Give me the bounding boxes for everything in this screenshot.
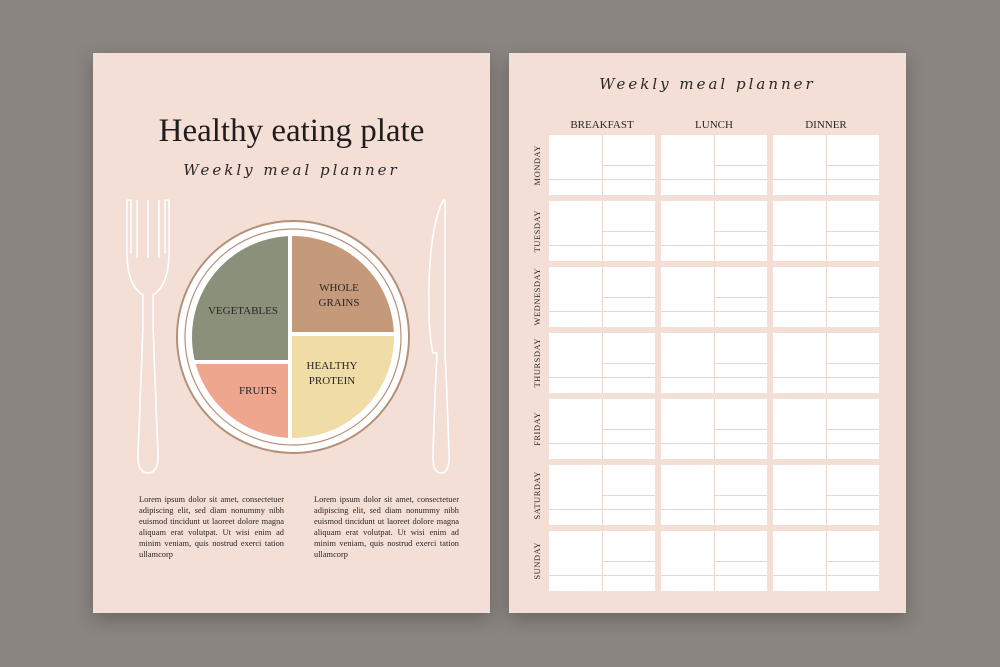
page-title: Healthy eating plate xyxy=(158,113,425,149)
cell-divider xyxy=(602,495,655,496)
cell-divider xyxy=(549,575,655,576)
cell-divider xyxy=(714,495,767,496)
healthy-plate-page: Healthy eating plate Weekly meal planner… xyxy=(93,53,490,613)
cell-divider xyxy=(549,377,655,378)
day-label-sunday: SUNDAY xyxy=(527,531,547,591)
cell-divider xyxy=(714,429,767,430)
meal-cell-thursday-dinner[interactable] xyxy=(773,333,879,393)
cell-divider xyxy=(661,179,767,180)
meal-cell-saturday-breakfast[interactable] xyxy=(549,465,655,525)
cell-divider xyxy=(602,165,655,166)
meal-cell-monday-breakfast[interactable] xyxy=(549,135,655,195)
cell-divider xyxy=(773,245,879,246)
meal-cell-tuesday-lunch[interactable] xyxy=(661,201,767,261)
meal-cell-tuesday-dinner[interactable] xyxy=(773,201,879,261)
meal-cell-thursday-lunch[interactable] xyxy=(661,333,767,393)
body-text-right: Lorem ipsum dolor sit amet, consectetuer… xyxy=(314,495,459,559)
meal-cell-thursday-breakfast[interactable] xyxy=(549,333,655,393)
vegetables-section xyxy=(192,236,288,360)
day-label-text: THURSDAY xyxy=(532,338,542,388)
day-label-saturday: SATURDAY xyxy=(527,465,547,525)
meal-cell-saturday-lunch[interactable] xyxy=(661,465,767,525)
day-label-text: SUNDAY xyxy=(532,542,542,580)
cell-divider xyxy=(826,495,879,496)
cell-divider xyxy=(602,297,655,298)
cell-divider xyxy=(661,245,767,246)
meal-cell-friday-breakfast[interactable] xyxy=(549,399,655,459)
meal-cell-saturday-dinner[interactable] xyxy=(773,465,879,525)
cell-divider xyxy=(661,377,767,378)
day-label-text: MONDAY xyxy=(532,144,542,186)
page-subtitle: Weekly meal planner xyxy=(183,161,400,179)
cell-divider xyxy=(714,165,767,166)
meal-cell-wednesday-lunch[interactable] xyxy=(661,267,767,327)
day-label-wednesday: WEDNESDAY xyxy=(527,267,547,327)
column-header-dinner: DINNER xyxy=(805,119,847,131)
meal-cell-sunday-dinner[interactable] xyxy=(773,531,879,591)
cell-divider xyxy=(549,443,655,444)
meal-cell-sunday-lunch[interactable] xyxy=(661,531,767,591)
protein-label-line2: PROTEIN xyxy=(308,375,356,387)
cell-divider xyxy=(773,575,879,576)
cell-divider xyxy=(773,311,879,312)
day-label-text: FRIDAY xyxy=(532,412,542,446)
meal-cell-tuesday-breakfast[interactable] xyxy=(549,201,655,261)
cell-divider xyxy=(661,575,767,576)
day-label-thursday: THURSDAY xyxy=(527,333,547,393)
cell-divider xyxy=(714,297,767,298)
cell-divider xyxy=(773,509,879,510)
protein-label-line1: HEALTHY xyxy=(306,360,358,372)
grains-label: WHOLE GRAINS xyxy=(299,281,379,311)
meal-cell-wednesday-breakfast[interactable] xyxy=(549,267,655,327)
cell-divider xyxy=(549,179,655,180)
body-text-left: Lorem ipsum dolor sit amet, consectetuer… xyxy=(139,495,284,559)
grains-label-line1: WHOLE xyxy=(319,282,359,294)
cell-divider xyxy=(773,377,879,378)
fork-icon xyxy=(126,199,170,474)
cell-divider xyxy=(549,311,655,312)
meal-cell-friday-dinner[interactable] xyxy=(773,399,879,459)
day-label-monday: MONDAY xyxy=(527,135,547,195)
cell-divider xyxy=(549,509,655,510)
day-label-text: SATURDAY xyxy=(532,470,542,520)
cell-divider xyxy=(714,231,767,232)
column-header-breakfast: BREAKFAST xyxy=(570,119,634,131)
cell-divider xyxy=(826,561,879,562)
cell-divider xyxy=(602,231,655,232)
cell-divider xyxy=(661,443,767,444)
column-header-lunch: LUNCH xyxy=(695,119,733,131)
cell-divider xyxy=(661,311,767,312)
cell-divider xyxy=(826,297,879,298)
day-label-text: TUESDAY xyxy=(532,209,542,253)
cell-divider xyxy=(826,231,879,232)
cell-divider xyxy=(549,245,655,246)
cell-divider xyxy=(714,561,767,562)
cell-divider xyxy=(602,363,655,364)
cell-divider xyxy=(826,165,879,166)
vegetables-label: VEGETABLES xyxy=(207,305,278,317)
protein-label: HEALTHY PROTEIN xyxy=(293,359,371,389)
meal-cell-sunday-breakfast[interactable] xyxy=(549,531,655,591)
cell-divider xyxy=(826,363,879,364)
day-label-friday: FRIDAY xyxy=(527,399,547,459)
plate-illustration xyxy=(126,199,450,474)
cell-divider xyxy=(602,561,655,562)
cell-divider xyxy=(773,443,879,444)
fruits-label: FRUITS xyxy=(239,385,277,397)
cell-divider xyxy=(661,509,767,510)
meal-cell-friday-lunch[interactable] xyxy=(661,399,767,459)
cell-divider xyxy=(773,179,879,180)
cell-divider xyxy=(826,429,879,430)
weekly-planner-page: Weekly meal planner BREAKFAST LUNCH DINN… xyxy=(509,53,906,613)
cell-divider xyxy=(714,363,767,364)
meal-cell-monday-dinner[interactable] xyxy=(773,135,879,195)
grains-label-line2: GRAINS xyxy=(318,297,360,309)
meal-cell-wednesday-dinner[interactable] xyxy=(773,267,879,327)
day-label-text: WEDNESDAY xyxy=(532,268,542,326)
cell-divider xyxy=(602,429,655,430)
knife-icon xyxy=(428,199,450,474)
meal-cell-monday-lunch[interactable] xyxy=(661,135,767,195)
day-label-tuesday: TUESDAY xyxy=(527,201,547,261)
planner-title: Weekly meal planner xyxy=(599,75,816,93)
